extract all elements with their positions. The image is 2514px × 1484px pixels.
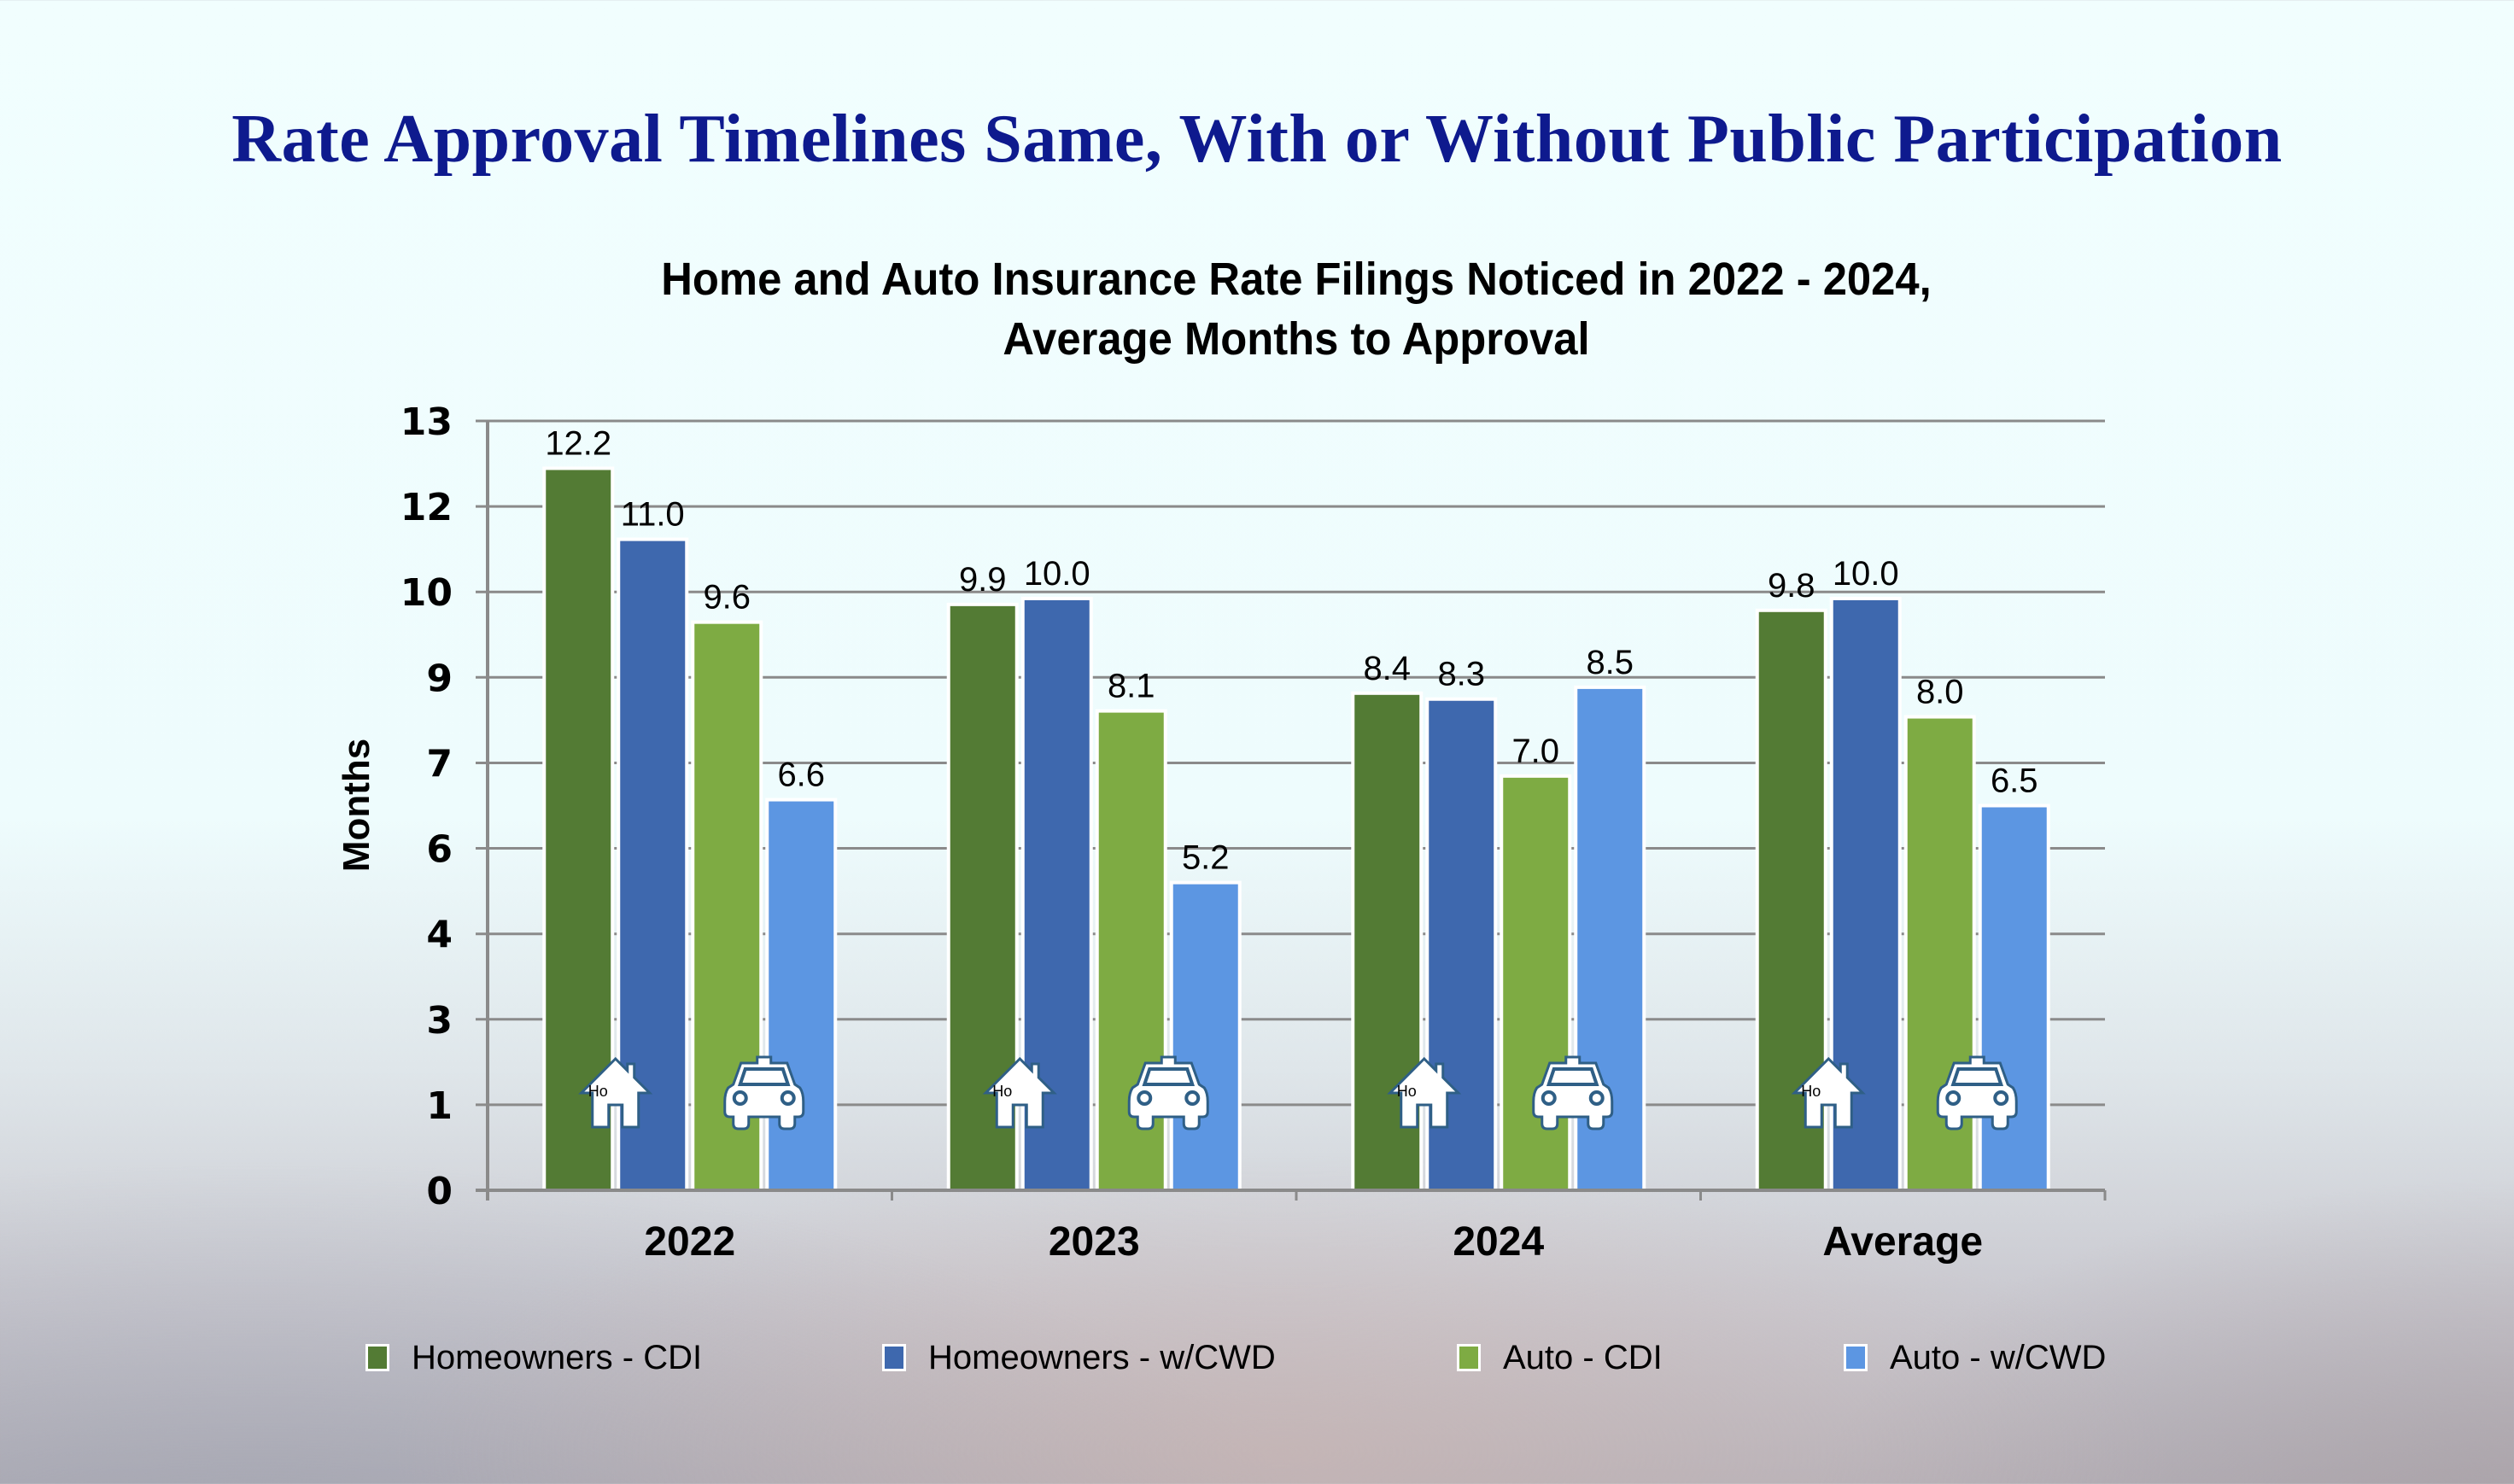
data-label: 9.8 bbox=[1768, 567, 1815, 605]
data-label: 6.5 bbox=[1991, 762, 2038, 800]
x-tick-label: 2023 bbox=[1049, 1219, 1140, 1265]
bar bbox=[1903, 715, 1976, 1192]
legend-swatch bbox=[882, 1344, 906, 1371]
data-label: 5.2 bbox=[1182, 839, 1230, 877]
legend-label: Homeowners - w/CWD bbox=[928, 1338, 1276, 1376]
house-icon: Ho bbox=[1387, 1056, 1462, 1129]
house-shape bbox=[1791, 1056, 1866, 1129]
bar bbox=[1978, 803, 2050, 1192]
car-icon bbox=[723, 1055, 805, 1131]
house-icon-text: Ho bbox=[588, 1083, 608, 1100]
car-headlight bbox=[1588, 1090, 1605, 1106]
bar bbox=[1095, 709, 1167, 1192]
data-label: 8.0 bbox=[1916, 674, 1964, 711]
axes bbox=[476, 421, 2107, 1201]
car-headlight bbox=[1945, 1090, 1962, 1106]
house-icon: Ho bbox=[982, 1056, 1057, 1129]
bar bbox=[765, 798, 838, 1192]
data-label: 8.4 bbox=[1363, 650, 1411, 687]
slide-title: Rate Approval Timelines Same, With or Wi… bbox=[231, 102, 2283, 177]
y-tick-label: 7 bbox=[426, 742, 453, 786]
x-axis-ticks: 2022 2023 2024 Average bbox=[644, 1219, 1983, 1265]
legend: Homeowners - CDI Homeowners - w/CWD Auto… bbox=[0, 1332, 2514, 1383]
house-icon-text: Ho bbox=[992, 1083, 1012, 1100]
y-tick-label: 13 bbox=[400, 400, 453, 444]
house-icon: Ho bbox=[1791, 1056, 1866, 1129]
y-tick-label: 0 bbox=[426, 1170, 453, 1213]
car-icon bbox=[1936, 1055, 2018, 1131]
data-label: 12.2 bbox=[545, 424, 611, 462]
legend-item-homeowners-cwd: Homeowners - w/CWD bbox=[882, 1332, 1276, 1383]
chart-title-line-1: Home and Auto Insurance Rate Filings Not… bbox=[661, 254, 1932, 305]
car-headlight bbox=[732, 1090, 748, 1106]
legend-label: Homeowners - CDI bbox=[412, 1338, 703, 1376]
legend-item-auto-cwd: Auto - w/CWD bbox=[1844, 1332, 2106, 1383]
legend-item-auto-cdi: Auto - CDI bbox=[1457, 1332, 1663, 1383]
y-tick-label: 1 bbox=[426, 1084, 453, 1128]
icons: Ho Ho Ho Ho bbox=[578, 1055, 2018, 1131]
y-tick-label: 12 bbox=[400, 486, 453, 529]
data-labels: 12.2 11.0 9.6 6.6 9.9 10.0 8.1 5.2 8.4 8.3 7.0 8.5 9… bbox=[545, 424, 2038, 876]
x-tick-label: Average bbox=[1822, 1219, 1983, 1265]
data-label: 10.0 bbox=[1024, 555, 1090, 593]
car-windshield bbox=[1546, 1067, 1599, 1086]
legend-label: Auto - CDI bbox=[1503, 1338, 1663, 1376]
house-icon-text: Ho bbox=[1801, 1083, 1821, 1100]
data-label: 8.1 bbox=[1108, 668, 1155, 705]
y-tick-label: 4 bbox=[426, 914, 453, 957]
x-tick-label: 2024 bbox=[1453, 1219, 1544, 1265]
car-headlight bbox=[1184, 1090, 1201, 1106]
house-icon-text: Ho bbox=[1397, 1083, 1417, 1100]
house-shape bbox=[1387, 1056, 1462, 1129]
car-icon bbox=[1127, 1055, 1209, 1131]
x-tick-label: 2022 bbox=[644, 1219, 735, 1265]
bar bbox=[1500, 774, 1572, 1192]
car-windshield bbox=[1142, 1067, 1196, 1086]
legend-item-homeowners-cdi: Homeowners - CDI bbox=[365, 1332, 702, 1383]
chart-title: Home and Auto Insurance Rate Filings Not… bbox=[78, 249, 2514, 369]
y-tick-label: 6 bbox=[426, 828, 453, 872]
data-label: 10.0 bbox=[1833, 555, 1899, 593]
bar bbox=[542, 466, 615, 1192]
y-axis-label: Months bbox=[336, 739, 377, 872]
car-icon bbox=[1532, 1055, 1614, 1131]
data-label: 9.6 bbox=[703, 579, 751, 616]
legend-swatch bbox=[1844, 1344, 1868, 1371]
legend-swatch bbox=[365, 1344, 389, 1371]
legend-label: Auto - w/CWD bbox=[1890, 1338, 2107, 1376]
data-label: 11.0 bbox=[621, 496, 685, 534]
data-label: 8.5 bbox=[1586, 644, 1634, 681]
car-headlight bbox=[1993, 1090, 2009, 1106]
bar bbox=[1425, 697, 1498, 1192]
car-windshield bbox=[737, 1067, 791, 1086]
house-icon: Ho bbox=[578, 1056, 653, 1129]
legend-swatch bbox=[1457, 1344, 1481, 1371]
data-label: 7.0 bbox=[1511, 733, 1559, 770]
y-tick-label: 9 bbox=[426, 657, 453, 700]
chart-title-line-2: Average Months to Approval bbox=[1003, 313, 1590, 365]
data-label: 9.9 bbox=[959, 561, 1007, 599]
car-headlight bbox=[780, 1090, 796, 1106]
data-label: 6.6 bbox=[777, 757, 825, 794]
car-headlight bbox=[1137, 1090, 1153, 1106]
y-tick-label: 10 bbox=[400, 571, 453, 615]
bar bbox=[1169, 880, 1242, 1192]
y-tick-label: 3 bbox=[426, 999, 453, 1043]
car-windshield bbox=[1950, 1067, 2004, 1086]
house-shape bbox=[982, 1056, 1057, 1129]
car-headlight bbox=[1541, 1090, 1557, 1106]
data-label: 8.3 bbox=[1437, 656, 1485, 693]
house-shape bbox=[578, 1056, 653, 1129]
